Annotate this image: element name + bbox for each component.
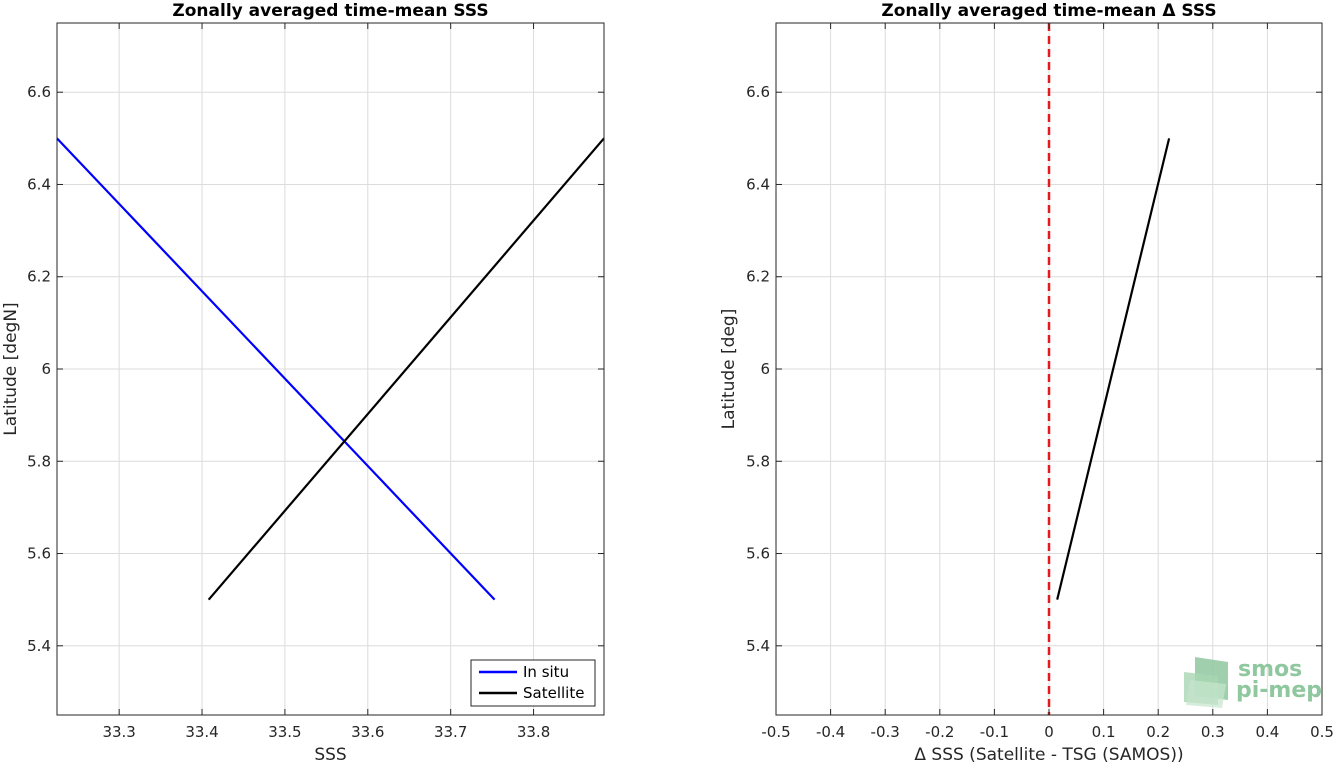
x-tick-label: -0.1 [980,723,1009,741]
x-tick-label: -0.5 [761,723,790,741]
x-tick-label: 0.3 [1201,723,1225,741]
y-tick-label: 6.4 [27,175,51,193]
y-tick-label: 5.6 [746,545,770,563]
x-tick-label: 33.5 [268,723,301,741]
x-tick-label: 33.6 [351,723,384,741]
y-tick-label: 6.6 [27,83,51,101]
y-tick-label: 6.4 [746,175,770,193]
x-tick-label: 0.5 [1310,723,1333,741]
y-tick-label: 6 [41,360,51,378]
y-axis-label: Latitude [deg] [719,309,739,430]
logo-text-pimep: pi-mep [1236,678,1322,703]
legend-label-satellite: Satellite [523,684,584,702]
panel-right: -0.5 -0.4 -0.3 -0.2 -0.1 0 0.1 0.2 0.3 0.4 0.5 5.4 5… [719,1,1333,764]
x-tick-label: 0.2 [1146,723,1170,741]
x-tick-label: -0.2 [925,723,954,741]
x-tick-label: -0.3 [871,723,900,741]
x-tick-label: 33.3 [102,723,135,741]
x-tick-label: 0.1 [1092,723,1116,741]
x-tick-label: 33.4 [185,723,218,741]
x-tick-label: 33.8 [517,723,550,741]
y-tick-label: 5.6 [27,545,51,563]
legend-label-in-situ: In situ [523,663,569,681]
legend-box [470,659,596,707]
x-tick-label: -0.4 [816,723,845,741]
chart-title: Zonally averaged time-mean SSS [172,1,488,21]
y-tick-label: 5.8 [27,452,51,470]
chart-title: Zonally averaged time-mean Δ SSS [881,1,1216,21]
y-tick-label: 6.2 [27,268,51,286]
smos-pi-mep-logo: smos pi-mep [1184,657,1322,708]
x-axis-label: SSS [314,745,346,764]
panel-left: 33.3 33.4 33.5 33.6 33.7 33.8 5.4 5.6 5.8 6 6.2 6.4… [1,1,605,764]
x-tick-label: 33.7 [434,723,467,741]
logo-wave-icon [1184,657,1228,708]
series-line-in-situ [56,137,496,601]
x-tick-label: 0.4 [1255,723,1279,741]
y-tick-label: 6 [760,360,770,378]
series-line-0 [1056,138,1171,600]
y-tick-label: 5.8 [746,452,770,470]
y-tick-label: 5.4 [746,637,770,655]
legend: In situ Satellite [470,659,596,707]
y-tick-label: 6.6 [746,83,770,101]
series-line-satellite [207,137,605,601]
logo-text-smos: smos [1238,657,1302,682]
y-tick-label: 6.2 [746,268,770,286]
y-axis-label: Latitude [degN] [1,302,21,435]
x-axis-label: Δ SSS (Satellite - TSG (SAMOS)) [914,745,1183,764]
y-tick-label: 5.4 [27,637,51,655]
x-tick-label: 0 [1044,723,1054,741]
